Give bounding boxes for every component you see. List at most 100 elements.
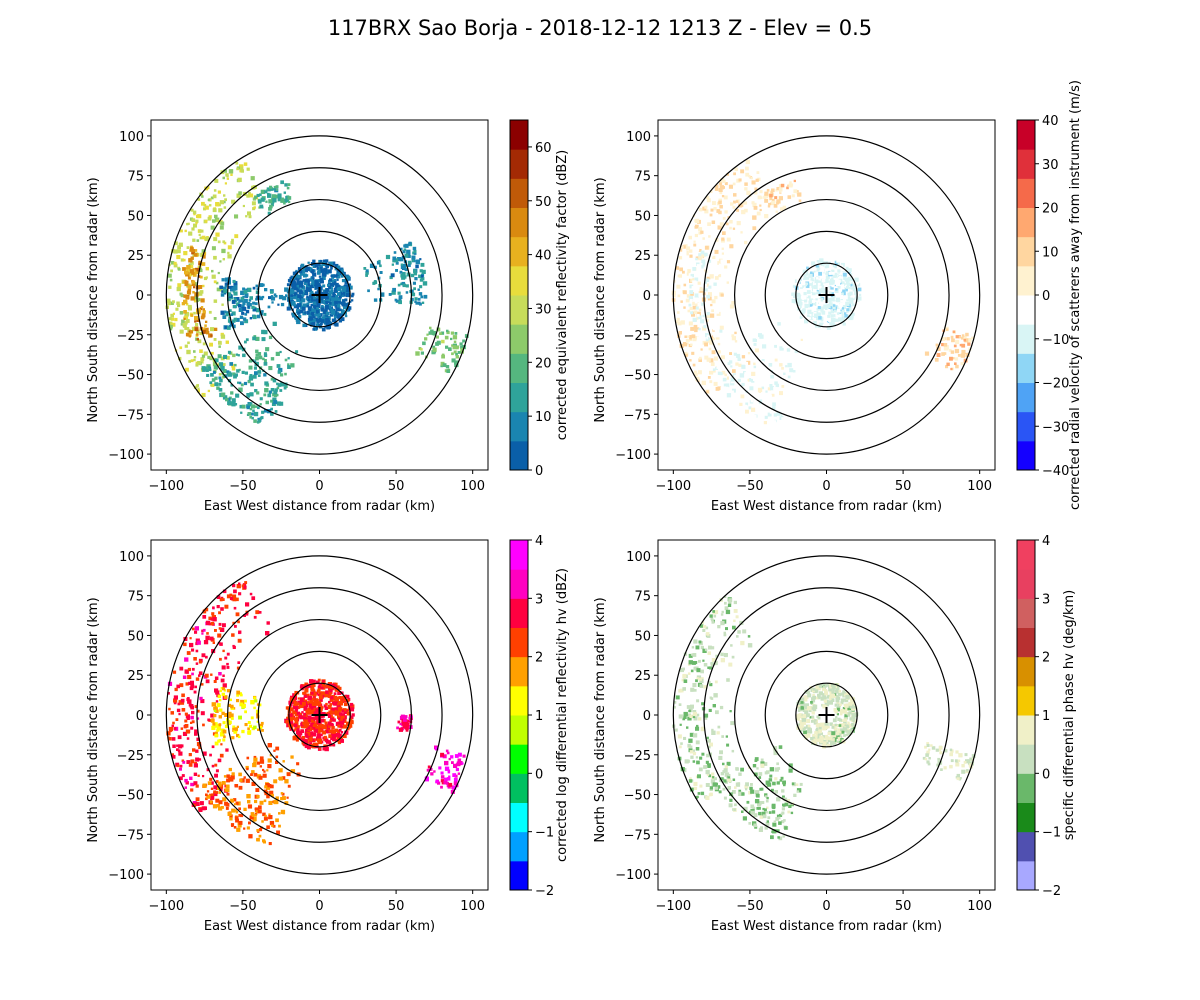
echo-gate	[691, 285, 695, 290]
echo-gate	[243, 299, 248, 303]
echo-gate	[764, 351, 769, 356]
echo-gate	[699, 678, 704, 684]
echo-gate	[220, 356, 225, 361]
echo-gate	[723, 779, 727, 783]
echo-gate	[750, 789, 755, 794]
echo-gate	[825, 318, 828, 321]
echo-gate	[950, 367, 953, 371]
echo-gate	[414, 297, 418, 301]
echo-gate	[689, 714, 693, 718]
echo-gate	[702, 648, 707, 653]
echo-gate	[723, 383, 727, 387]
echo-gate	[838, 317, 841, 321]
echo-gate	[786, 396, 789, 399]
echo-gate	[236, 725, 239, 728]
echo-gate	[775, 342, 779, 346]
echo-gate	[208, 198, 212, 202]
echo-gate	[677, 274, 681, 278]
echo-gate	[964, 338, 969, 343]
echo-gate	[688, 303, 692, 307]
echo-gate	[410, 273, 415, 278]
echo-gate	[718, 263, 722, 266]
echo-gate	[766, 820, 769, 823]
echo-gate	[734, 374, 738, 378]
echo-gate	[290, 363, 295, 368]
echo-gate	[413, 269, 417, 273]
echo-gate	[407, 263, 411, 267]
echo-gate	[807, 264, 810, 268]
echo-gate	[453, 340, 457, 344]
echo-gate	[741, 202, 745, 205]
echo-gate	[965, 352, 970, 357]
echo-gate	[177, 283, 182, 288]
echo-gate	[700, 250, 705, 255]
echo-gate	[696, 675, 702, 680]
echo-gate	[832, 724, 837, 729]
echo-gate	[351, 292, 355, 296]
echo-gate	[199, 236, 203, 240]
echo-gate	[221, 665, 226, 670]
echo-gate	[454, 774, 458, 778]
echo-gate	[817, 306, 821, 309]
echo-gate	[754, 348, 759, 353]
echo-gate	[721, 195, 725, 198]
echo-gate	[782, 795, 785, 799]
echo-gate	[279, 776, 283, 781]
echo-gate	[331, 729, 336, 734]
echo-gate	[299, 280, 304, 285]
echo-gate	[254, 371, 258, 375]
echo-gate	[335, 307, 340, 312]
echo-gate	[841, 307, 845, 310]
echo-gate	[267, 758, 272, 763]
echo-gate	[305, 290, 308, 293]
echo-gate	[232, 279, 236, 283]
echo-gate	[239, 164, 244, 169]
echo-gate	[769, 394, 772, 398]
echo-gate	[817, 733, 821, 737]
echo-gate	[348, 285, 353, 290]
echo-gate	[168, 737, 172, 741]
echo-gate	[242, 306, 247, 311]
echo-gate	[194, 729, 198, 733]
echo-gate	[696, 677, 699, 680]
echo-gate	[707, 336, 711, 340]
echo-gate	[253, 419, 257, 423]
echo-gate	[238, 345, 243, 350]
echo-gate	[318, 703, 323, 708]
echo-gate	[295, 274, 299, 278]
echo-gate	[283, 201, 286, 205]
echo-gate	[737, 782, 741, 785]
echo-gate	[447, 785, 451, 789]
echo-gate	[446, 330, 450, 335]
echo-gate	[184, 282, 189, 287]
echo-gate	[830, 322, 835, 327]
echo-gate	[420, 351, 424, 355]
echo-gate	[950, 350, 955, 354]
echo-gate	[687, 716, 692, 721]
echo-gate	[239, 702, 244, 707]
echo-gate	[197, 275, 201, 278]
echo-gate	[411, 255, 416, 260]
echo-gate	[209, 777, 213, 781]
echo-gate	[701, 702, 705, 706]
echo-gate	[215, 780, 219, 783]
echo-gate	[310, 311, 315, 316]
echo-gate	[193, 781, 198, 786]
echo-gate	[234, 727, 238, 731]
echo-gate	[186, 222, 189, 226]
echo-gate	[346, 699, 350, 703]
echo-gate	[208, 333, 213, 338]
echo-gate	[753, 772, 758, 777]
echo-gate	[238, 785, 243, 790]
echo-gate	[261, 820, 264, 823]
echo-gate	[757, 380, 761, 384]
echo-gate	[197, 774, 200, 777]
echo-gate	[217, 694, 221, 698]
echo-gate	[231, 772, 235, 776]
echo-gate	[683, 673, 687, 678]
echo-gate	[342, 734, 347, 739]
echo-gate	[184, 725, 187, 729]
echo-gate	[211, 383, 215, 387]
echo-gate	[826, 694, 831, 699]
echo-gate	[221, 290, 224, 293]
